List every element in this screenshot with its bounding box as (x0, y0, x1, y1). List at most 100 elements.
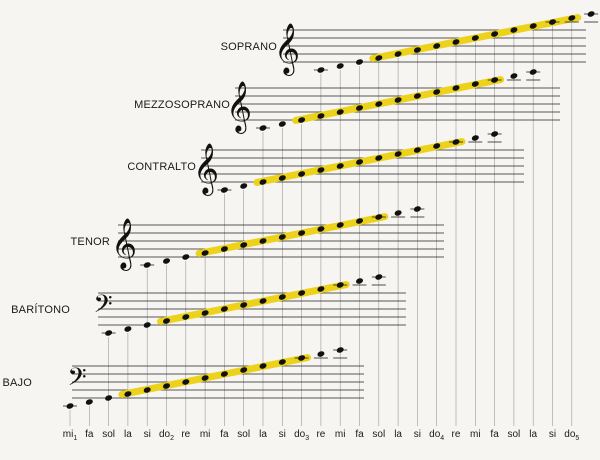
highlight-band (118, 354, 312, 398)
octave-8-mark: 8 (122, 262, 126, 270)
note-head (143, 322, 151, 328)
voice-5-staff-group: BARÍTONO 𝄢 (11, 274, 406, 336)
note-head (356, 278, 363, 284)
note-head (143, 262, 151, 268)
note-head (182, 254, 190, 260)
note-head (220, 246, 228, 252)
note-head (336, 163, 344, 169)
note-head (220, 306, 228, 312)
note-head (124, 391, 132, 397)
note-head (143, 387, 151, 393)
note-axis-label: sol (102, 429, 115, 440)
treble-clef-icon: 𝄞 (193, 143, 219, 196)
note-head (510, 73, 518, 79)
voice-label: CONTRALTO (127, 161, 196, 173)
voice-2-staff-group: MEZZOSOPRANO𝄞 (134, 69, 560, 134)
note-head (298, 171, 306, 177)
note-head (452, 139, 460, 145)
note-head (163, 383, 170, 389)
note-axis-label: la (394, 429, 402, 440)
note-axis-label: la (124, 429, 132, 440)
note-axis-label: mi1 (63, 429, 78, 442)
note-head (375, 155, 383, 161)
voice-1-staff-group: SOPRANO𝄞 (221, 11, 599, 76)
note-head (66, 403, 74, 409)
note-head (394, 97, 402, 103)
note-head (433, 89, 441, 95)
note-head (220, 187, 228, 193)
treble-clef-icon: 𝄞 (226, 81, 252, 134)
voice-6-staff-group: BAJO 𝄢 (2, 347, 364, 409)
voice-label: MEZZOSOPRANO (134, 99, 230, 111)
note-head (105, 395, 113, 401)
note-axis-label: re (181, 429, 190, 440)
note-head (529, 69, 537, 75)
note-head (201, 250, 209, 256)
note-axis-label: do4 (429, 429, 444, 442)
note-head (298, 355, 306, 361)
note-axis-label: si (549, 429, 556, 440)
note-axis-label: si (414, 429, 421, 440)
voice-4-staff-group: TENOR 𝄞8 (71, 206, 444, 271)
voice-label: TENOR (71, 236, 111, 248)
note-axis-label: re (452, 429, 461, 440)
note-head (452, 39, 460, 45)
note-head (240, 367, 248, 373)
note-head (471, 135, 479, 141)
note-head (201, 310, 209, 316)
treble-8-clef-icon: 𝄞 (111, 218, 137, 271)
bass-clef-icon: 𝄢 (93, 290, 112, 325)
note-head (471, 35, 479, 41)
note-head (433, 143, 441, 149)
note-axis-label: la (529, 429, 537, 440)
note-head (394, 51, 402, 57)
note-head (413, 147, 421, 153)
note-head (510, 27, 518, 33)
note-head (259, 125, 267, 131)
note-head (105, 330, 113, 336)
note-head (375, 214, 383, 220)
note-head (240, 302, 248, 308)
note-head (163, 318, 170, 324)
note-axis-label: re (316, 429, 325, 440)
note-head (85, 399, 93, 405)
note-head (471, 81, 479, 87)
note-head (298, 117, 306, 123)
treble-clef-icon: 𝄞 (274, 23, 300, 76)
note-head (278, 234, 286, 240)
note-head (356, 59, 363, 65)
note-head (491, 131, 499, 137)
note-head (201, 375, 209, 381)
note-head (317, 226, 325, 232)
note-head (491, 77, 499, 83)
note-head (336, 222, 344, 228)
note-head (278, 175, 286, 181)
note-axis-label: do2 (159, 429, 174, 442)
note-head (336, 282, 344, 288)
note-axis-label: do5 (564, 429, 579, 442)
note-axis-label: la (259, 429, 267, 440)
note-axis-label: mi (200, 429, 211, 440)
note-head (298, 230, 306, 236)
note-head (317, 351, 325, 357)
note-axis-label: fa (85, 429, 94, 440)
note-axis-label: fa (490, 429, 499, 440)
note-head (568, 15, 576, 21)
note-axis: mi1 fa sol la si do2 re mi fa sol la si do3 re mi fa sol… (63, 429, 580, 442)
note-head (413, 206, 421, 212)
highlight-band (195, 213, 389, 257)
note-head (356, 159, 363, 165)
note-head (336, 347, 344, 353)
note-head (356, 218, 363, 224)
note-head (491, 31, 499, 37)
voice-3-staff-group: CONTRALTO𝄞 (127, 131, 524, 196)
note-axis-label: fa (220, 429, 229, 440)
note-head (336, 109, 344, 115)
note-head (413, 47, 421, 53)
note-head (413, 93, 421, 99)
note-head (317, 67, 325, 73)
note-head (240, 183, 248, 189)
note-head (317, 286, 325, 292)
note-axis-label: si (279, 429, 286, 440)
